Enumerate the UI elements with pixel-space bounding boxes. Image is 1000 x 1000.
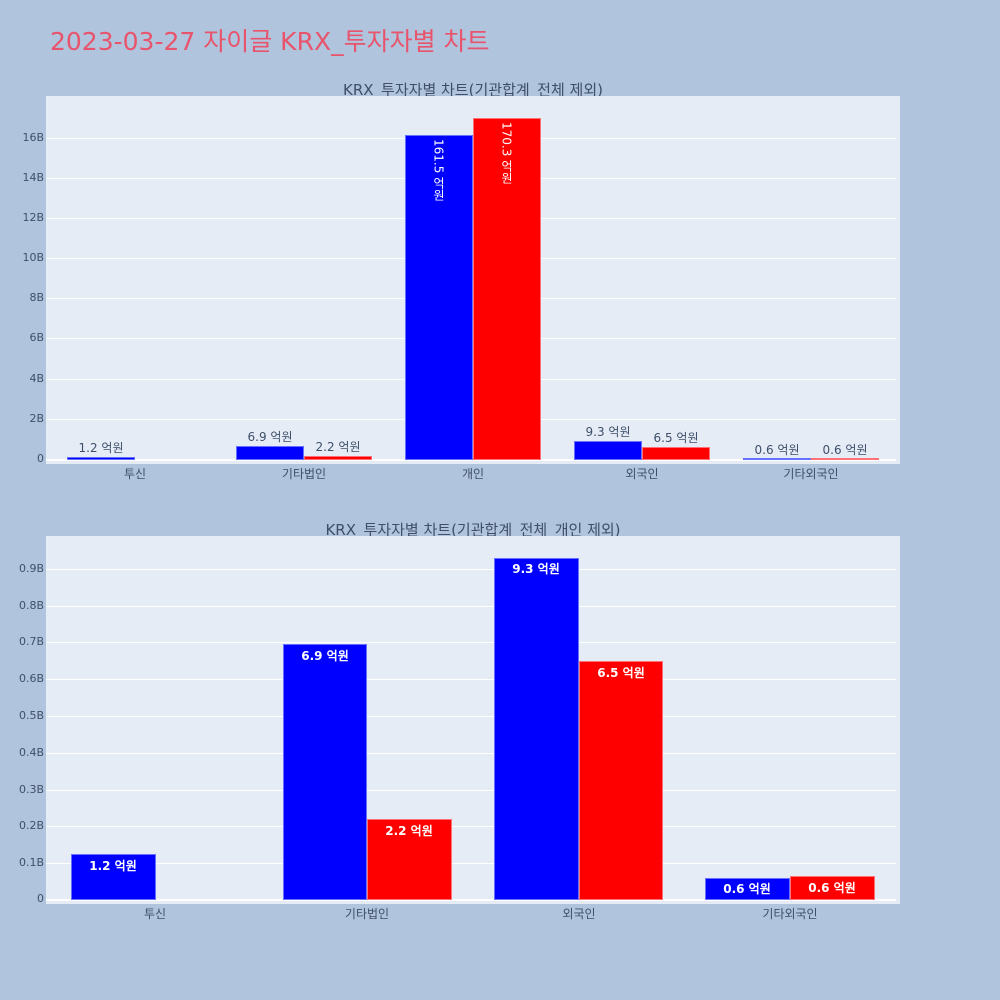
gridline bbox=[46, 606, 896, 607]
bar-blue-tusin[interactable] bbox=[71, 854, 156, 900]
bar-red-oegugin[interactable] bbox=[579, 661, 663, 900]
chart1-title: KRX_투자자별 차트(기관합계_전체 제외) bbox=[343, 81, 603, 99]
gridline bbox=[46, 569, 896, 570]
bar-blue-gaein[interactable] bbox=[405, 135, 473, 460]
x-tick: 개인 bbox=[461, 467, 485, 481]
y-tick: 16B bbox=[22, 131, 44, 144]
x-tick: 투신 bbox=[123, 467, 147, 481]
chart2-title: KRX_투자자별 차트(기관합계_전체_개인 제외) bbox=[325, 521, 621, 539]
gridline bbox=[46, 790, 896, 791]
bar-label: 9.3 억원 bbox=[585, 425, 631, 439]
bar-label: 6.9 억원 bbox=[301, 649, 349, 663]
bar-label: 6.9 억원 bbox=[247, 430, 293, 444]
bar-blue-gitaoegugin[interactable] bbox=[705, 878, 790, 900]
y-tick: 0.8B bbox=[18, 599, 44, 612]
bar-blue-oegugin[interactable] bbox=[574, 441, 642, 460]
y-tick: 12B bbox=[22, 211, 44, 224]
bar-blue-gitaoegugin[interactable] bbox=[743, 458, 811, 460]
y-tick: 0.1B bbox=[18, 856, 44, 869]
bar-red-gitaoegugin[interactable] bbox=[811, 458, 879, 460]
y-tick: 0.7B bbox=[18, 635, 44, 648]
x-tick: 기타외국인 bbox=[783, 467, 839, 481]
bar-blue-gitabeopin[interactable] bbox=[283, 644, 367, 900]
bar-label: 6.5 억원 bbox=[653, 431, 699, 445]
gridline bbox=[46, 679, 896, 680]
bar-red-gaein[interactable] bbox=[473, 118, 541, 460]
y-tick: 0.6B bbox=[18, 672, 44, 685]
zero-line bbox=[46, 899, 896, 901]
chart2-plot-area: 1.2 억원 6.9 억원 2.2 억원 9.3 억원 6.5 억원 0.6 억… bbox=[46, 536, 900, 904]
bar-red-oegugin[interactable] bbox=[642, 447, 710, 460]
x-tick: 외국인 bbox=[625, 467, 659, 481]
gridline bbox=[46, 642, 896, 643]
y-tick: 0.4B bbox=[18, 746, 44, 759]
gridline bbox=[46, 863, 896, 864]
bar-label: 0.6 억원 bbox=[822, 443, 868, 457]
bar-red-gitabeopin[interactable] bbox=[367, 819, 452, 900]
bar-blue-oegugin[interactable] bbox=[494, 558, 579, 900]
y-tick: 6B bbox=[29, 331, 44, 344]
y-tick: 0.2B bbox=[18, 819, 44, 832]
bar-label: 0.6 억원 bbox=[754, 443, 800, 457]
bar-label: 2.2 억원 bbox=[315, 440, 361, 454]
bar-label: 1.2 억원 bbox=[78, 441, 124, 455]
bar-label: 0.6 억원 bbox=[808, 881, 856, 895]
x-tick: 기타법인 bbox=[344, 907, 390, 921]
bar-label: 1.2 억원 bbox=[89, 859, 137, 873]
y-tick: 0.5B bbox=[18, 709, 44, 722]
bar-label: 0.6 억원 bbox=[723, 882, 771, 896]
bar-label: 170.3 억원 bbox=[499, 122, 514, 185]
y-tick: 2B bbox=[29, 412, 44, 425]
y-tick: 10B bbox=[22, 251, 44, 264]
y-tick: 4B bbox=[29, 372, 44, 385]
gridline bbox=[46, 716, 896, 717]
x-tick: 기타법인 bbox=[281, 467, 327, 481]
page-title: 2023-03-27 자이글 KRX_투자자별 차트 bbox=[50, 27, 490, 56]
gridline bbox=[46, 826, 896, 827]
bar-label: 2.2 억원 bbox=[385, 824, 433, 838]
y-tick: 8B bbox=[29, 291, 44, 304]
y-tick: 0 bbox=[37, 452, 44, 465]
bar-red-gitaoegugin[interactable] bbox=[790, 876, 875, 900]
bar-label: 9.3 억원 bbox=[512, 562, 560, 576]
chart1-plot-area: 1.2 억원 6.9 억원 2.2 억원 161.5 억원 170.3 억원 9… bbox=[46, 96, 900, 464]
bar-label: 161.5 억원 bbox=[431, 139, 446, 202]
y-tick: 0.3B bbox=[18, 783, 44, 796]
x-tick: 투신 bbox=[143, 907, 167, 921]
y-tick: 0.9B bbox=[18, 562, 44, 575]
bar-blue-gitabeopin[interactable] bbox=[236, 446, 304, 460]
x-tick: 기타외국인 bbox=[762, 907, 818, 921]
y-tick: 0 bbox=[37, 892, 44, 905]
bar-label: 6.5 억원 bbox=[597, 666, 645, 680]
bar-blue-tusin[interactable] bbox=[67, 457, 135, 460]
x-tick: 외국인 bbox=[562, 907, 596, 921]
bar-red-gitabeopin[interactable] bbox=[304, 456, 372, 460]
y-tick: 14B bbox=[22, 171, 44, 184]
gridline bbox=[46, 753, 896, 754]
zero-line bbox=[46, 459, 896, 461]
